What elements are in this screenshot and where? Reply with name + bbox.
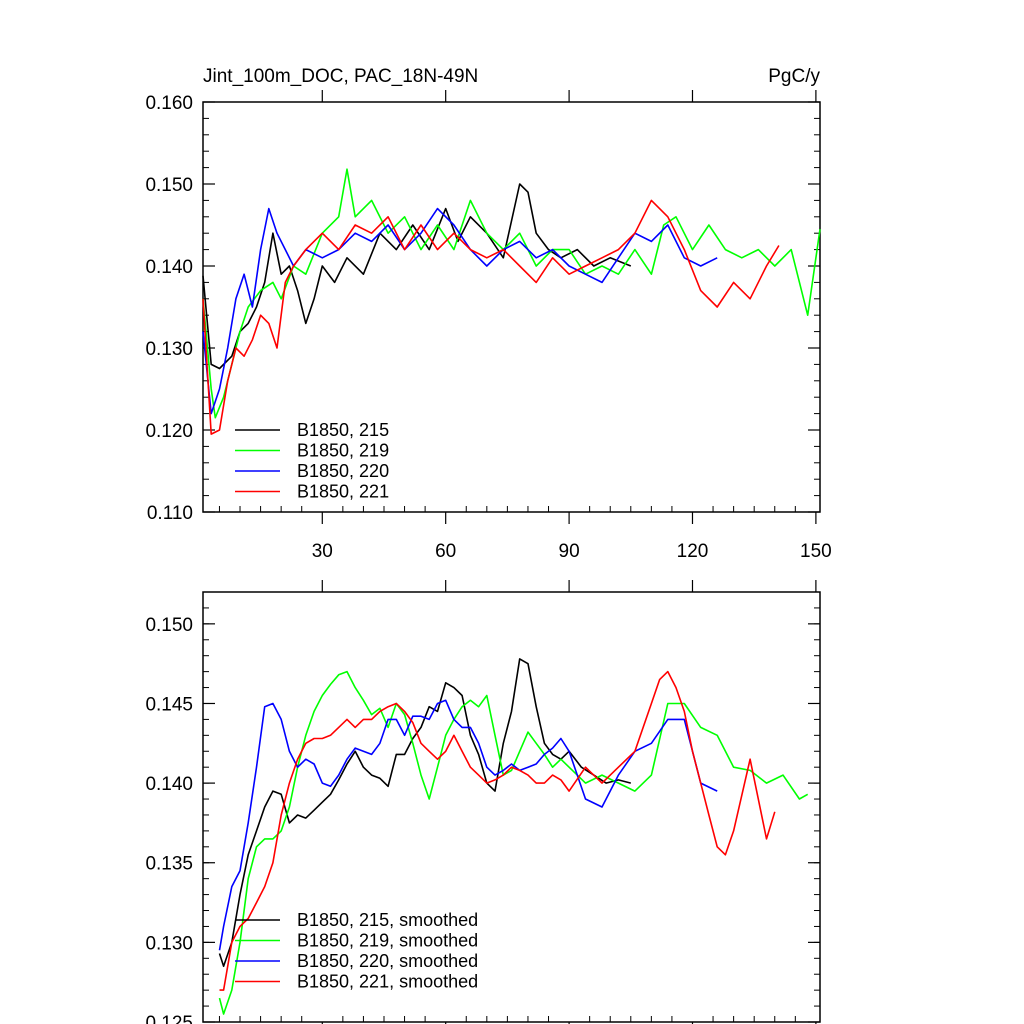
y-tick-label: 0.140 bbox=[145, 774, 193, 795]
y-tick-label: 0.160 bbox=[145, 93, 193, 114]
legend-label: B1850, 220, smoothed bbox=[297, 951, 478, 971]
plot-frame bbox=[202, 591, 821, 1023]
series-line bbox=[202, 199, 780, 435]
x-tick-label: 30 bbox=[312, 541, 333, 562]
y-tick-label: 0.110 bbox=[147, 503, 193, 524]
axis-ticks: 0.125 0.130 0.135 0.140 0.145 0.150 bbox=[145, 580, 820, 1024]
chart-title: Jint_100m_DOC, PAC_18N-49N bbox=[203, 66, 478, 87]
bottom-panel: 0.125 0.130 0.135 0.140 0.145 0.150 B1850, 21… bbox=[145, 580, 821, 1024]
x-tick-label: 150 bbox=[800, 541, 832, 562]
plot-frame bbox=[202, 101, 821, 513]
x-tick-label: 120 bbox=[677, 541, 709, 562]
y-tick-label: 0.120 bbox=[145, 421, 193, 442]
y-tick-label: 0.135 bbox=[145, 854, 193, 875]
series-line bbox=[202, 183, 632, 370]
legend-label: B1850, 221 bbox=[297, 482, 389, 502]
legend-label: B1850, 219 bbox=[297, 441, 389, 461]
legend-label: B1850, 220 bbox=[297, 461, 389, 481]
x-tick-label: 60 bbox=[435, 541, 456, 562]
series-line bbox=[218, 658, 631, 968]
units-label: PgC/y bbox=[768, 66, 820, 87]
legend-label: B1850, 221, smoothed bbox=[297, 972, 478, 992]
legend-label: B1850, 215 bbox=[297, 420, 389, 440]
x-tick-label: 90 bbox=[559, 541, 580, 562]
y-tick-label: 0.150 bbox=[145, 615, 193, 636]
series-lines bbox=[218, 658, 809, 1015]
series-lines bbox=[202, 168, 821, 435]
y-tick-label: 0.125 bbox=[145, 1013, 193, 1024]
series-line bbox=[219, 670, 776, 991]
series-line bbox=[202, 168, 821, 419]
y-tick-label: 0.130 bbox=[145, 933, 193, 954]
y-tick-label: 0.150 bbox=[145, 175, 193, 196]
y-tick-label: 0.130 bbox=[145, 339, 193, 360]
y-tick-label: 0.140 bbox=[145, 257, 193, 278]
series-line bbox=[202, 207, 718, 415]
axis-ticks: 0.110 0.120 0.130 0.140 0.150 0.160 30 60 90 120 1… bbox=[145, 90, 832, 562]
series-line bbox=[218, 699, 718, 951]
y-tick-label: 0.145 bbox=[145, 694, 193, 715]
top-panel: 0.110 0.120 0.130 0.140 0.150 0.160 30 60 90 120 1… bbox=[145, 90, 832, 562]
legend-label: B1850, 215, smoothed bbox=[297, 910, 478, 930]
legend-label: B1850, 219, smoothed bbox=[297, 931, 478, 951]
